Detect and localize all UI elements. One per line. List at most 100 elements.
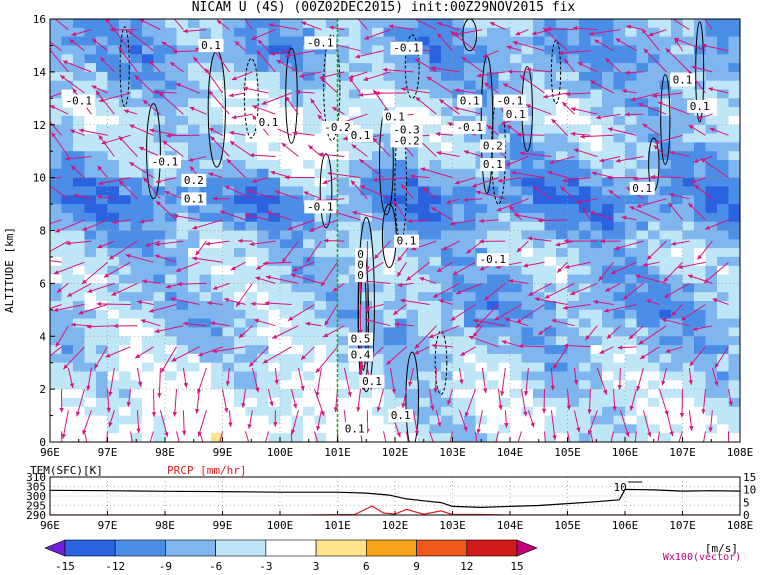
field-cell: [602, 168, 615, 179]
field-cell: [96, 212, 109, 223]
field-cell: [268, 186, 281, 196]
field-cell: [142, 433, 155, 442]
field-cell: [222, 362, 235, 373]
field-cell: [73, 45, 86, 55]
field-cell: [406, 71, 419, 82]
field-cell: [130, 186, 143, 196]
field-cell: [613, 19, 626, 29]
field-cell: [383, 195, 396, 205]
field-cell: [165, 265, 178, 276]
field-cell: [383, 318, 396, 328]
contour-label: 0.1: [397, 235, 417, 248]
field-cell: [153, 274, 166, 284]
field-cell: [211, 362, 224, 373]
field-cell: [188, 415, 201, 425]
field-cell: [280, 265, 293, 276]
wind-vector: [473, 319, 506, 327]
field-cell: [383, 212, 396, 223]
field-cell: [372, 186, 385, 196]
x-tick-label: 104E: [497, 446, 524, 459]
field-cell: [291, 160, 304, 170]
field-cell: [337, 221, 350, 232]
field-cell: [625, 63, 638, 73]
wind-vector-head: [101, 140, 107, 145]
wind-vector-head: [317, 114, 323, 120]
field-cell: [291, 107, 304, 117]
field-cell: [372, 336, 385, 346]
field-cell: [199, 389, 212, 399]
field-cell: [119, 195, 132, 205]
wind-vector-head: [599, 349, 605, 354]
wind-vector: [50, 260, 62, 263]
wind-vector-head: [118, 136, 124, 141]
wind-vector: [475, 304, 499, 329]
field-cell: [705, 433, 718, 442]
wind-vector: [372, 177, 407, 181]
wind-vector: [197, 367, 207, 394]
field-cell: [73, 336, 86, 346]
field-cell: [510, 151, 523, 161]
field-cell: [291, 133, 304, 143]
wind-vector: [525, 367, 529, 396]
field-cell: [257, 371, 270, 381]
field-cell: [602, 133, 615, 143]
field-cell: [222, 397, 235, 408]
field-cell: [613, 283, 626, 293]
field-cell: [671, 151, 684, 161]
wind-vector: [383, 431, 387, 442]
field-cell: [613, 336, 626, 346]
field-cell: [579, 36, 592, 46]
wind-vector-head: [543, 94, 548, 99]
field-cell: [533, 54, 546, 64]
field-cell: [441, 256, 454, 267]
field-cell: [222, 80, 235, 91]
field-cell: [533, 433, 546, 442]
wind-vector: [50, 219, 62, 225]
field-cell: [211, 336, 224, 346]
field-cell: [602, 433, 615, 442]
contour-label-bg: [390, 134, 423, 148]
wind-vector-head: [219, 210, 225, 215]
field-cell: [636, 115, 649, 126]
field-cell: [602, 239, 615, 249]
field-cell: [671, 63, 684, 73]
field-cell: [521, 336, 534, 346]
field-cell: [61, 186, 74, 196]
field-cell: [84, 389, 97, 399]
field-cell: [418, 371, 431, 381]
wind-vector-head: [238, 238, 243, 243]
wind-vector-head: [466, 249, 472, 254]
field-cell: [107, 336, 120, 346]
wind-vector-head: [361, 448, 365, 453]
field-cell: [636, 397, 649, 408]
field-cell: [682, 186, 695, 196]
field-cell: [556, 397, 569, 408]
contour-label-bg: [62, 94, 95, 108]
field-cell: [61, 433, 74, 442]
field-cell: [613, 168, 626, 179]
field-cell: [383, 424, 396, 434]
field-cell: [567, 124, 580, 135]
field-cell: [452, 345, 465, 355]
wind-vector-head: [507, 125, 513, 130]
field-cell: [441, 133, 454, 143]
field-cell: [291, 424, 304, 434]
field-cell: [452, 195, 465, 205]
contour-label-bg: [394, 234, 419, 248]
field-cell: [303, 45, 316, 55]
field-cell: [429, 160, 442, 170]
field-cell: [372, 415, 385, 425]
wind-vector-head: [393, 310, 399, 315]
field-cell: [705, 256, 718, 267]
wind-vector-head: [665, 48, 671, 54]
colorbar-bin: [114, 539, 166, 557]
field-cell: [372, 63, 385, 73]
field-cell: [705, 283, 718, 293]
field-cell: [61, 195, 74, 205]
field-cell: [280, 54, 293, 64]
field-cell: [728, 327, 740, 337]
field-cell: [671, 424, 684, 434]
colorbar-bin: [165, 539, 216, 557]
wind-vector-head: [447, 400, 452, 405]
wind-vector-head: [309, 227, 314, 232]
